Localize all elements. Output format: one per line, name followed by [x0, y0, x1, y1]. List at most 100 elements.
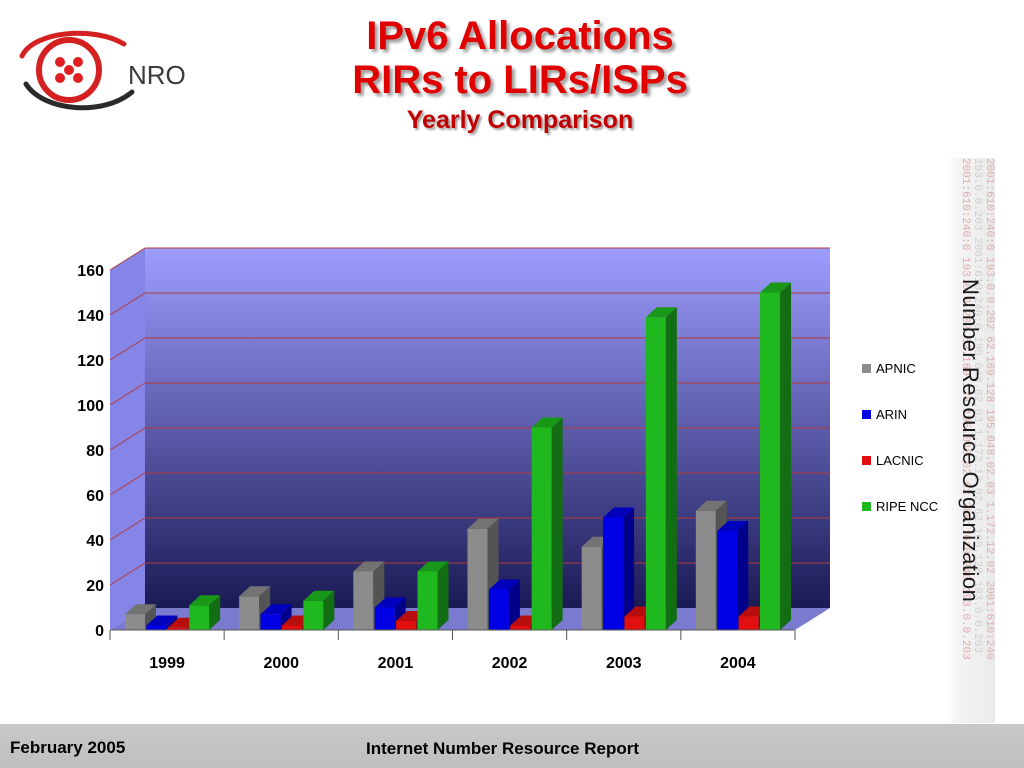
bar — [125, 604, 156, 630]
legend-swatch — [862, 410, 871, 419]
x-tick-label: 2002 — [492, 655, 528, 672]
bar-front — [467, 528, 488, 630]
bar — [603, 507, 635, 630]
x-tick-label: 2001 — [378, 655, 414, 672]
bar-front — [303, 600, 324, 630]
bar — [417, 561, 449, 630]
gridline-side — [109, 427, 146, 451]
bar-front — [645, 317, 666, 630]
bar-top — [717, 521, 749, 531]
legend-item: ARIN — [862, 407, 907, 422]
page-subtitle: Yearly Comparison — [406, 106, 634, 134]
bar-front — [374, 607, 395, 630]
bar-top — [645, 307, 677, 318]
footer-bar: February 2005 Internet Number Resource R… — [0, 724, 1024, 768]
legend-swatch — [862, 364, 871, 373]
bar-front — [603, 517, 624, 630]
bar-side — [323, 590, 335, 630]
bar-front — [760, 292, 780, 630]
bar — [488, 579, 520, 630]
gridline-side — [109, 292, 146, 316]
legend-item: LACNIC — [862, 453, 924, 468]
legend-item: APNIC — [862, 361, 916, 376]
gridline-side — [109, 517, 146, 541]
bar-side — [209, 595, 221, 630]
y-axis-ticks: 0 20 40 60 80 100 120 140 160 — [77, 263, 104, 640]
page-title-line2: RIRs to LIRs/ISPs — [352, 58, 688, 102]
bar-front — [695, 510, 716, 630]
gridline-side — [109, 382, 146, 406]
bar-front — [717, 531, 738, 630]
y-tick-label: 100 — [77, 398, 104, 415]
x-axis-ticks: 1999 2000 2001 2002 2003 2004 — [109, 630, 796, 672]
bar-front — [417, 571, 438, 630]
bar-front — [260, 614, 281, 630]
bar — [531, 417, 563, 630]
bar-front — [581, 546, 602, 630]
bar-side — [280, 604, 292, 630]
bar-front — [189, 605, 210, 630]
bar-front — [281, 625, 302, 630]
bar-front — [624, 616, 645, 630]
bar-top — [303, 590, 335, 601]
gridlines — [109, 247, 830, 586]
bar-front — [531, 427, 552, 630]
bar — [260, 604, 292, 630]
legend-label: LACNIC — [876, 453, 924, 468]
bar-top — [260, 604, 292, 615]
x-tick-label: 2003 — [606, 655, 642, 672]
bars — [125, 282, 791, 630]
y-tick-label: 160 — [77, 263, 104, 280]
logo-text: NRO — [128, 60, 186, 90]
bar-top — [417, 561, 449, 572]
x-tick-label: 2004 — [720, 655, 756, 672]
legend-label: APNIC — [876, 361, 916, 376]
bar-front — [353, 571, 374, 630]
bar-top — [695, 500, 727, 511]
bar-side — [551, 417, 563, 630]
bar-front — [396, 621, 417, 630]
x-tick-label: 1999 — [149, 655, 185, 672]
gridline-side — [109, 472, 146, 496]
bar-front — [510, 625, 531, 630]
bar-side — [145, 604, 156, 630]
y-tick-label: 60 — [86, 488, 104, 505]
legend-label: ARIN — [876, 407, 907, 422]
bar — [760, 282, 791, 630]
footer-date: February 2005 — [10, 738, 126, 757]
bar-front — [125, 614, 145, 630]
nro-logo-emblem: NRO — [19, 30, 186, 111]
legend-swatch — [862, 456, 871, 465]
bar-side — [508, 579, 520, 630]
bar — [189, 595, 221, 630]
footer-title: Internet Number Resource Report — [366, 739, 639, 758]
bar-side — [665, 307, 677, 630]
gridline-side — [109, 337, 146, 361]
bar-top — [374, 597, 406, 608]
bar-top — [531, 417, 563, 428]
org-name-text: Number Resource Organization — [958, 278, 983, 603]
title-block: IPv6 Allocations RIRs to LIRs/ISPs Yearl… — [210, 14, 830, 134]
gridline-side — [109, 247, 146, 271]
x-tick-label: 2000 — [263, 655, 299, 672]
bar-side — [780, 282, 791, 630]
legend-item: RIPE NCC — [862, 499, 938, 514]
bar — [717, 521, 749, 630]
gridline-side — [109, 562, 146, 586]
y-tick-label: 40 — [86, 533, 104, 550]
bar-top — [603, 507, 635, 518]
bar-top — [467, 518, 499, 529]
bar-top — [760, 282, 791, 293]
bar-top — [146, 615, 178, 626]
nro-logo: NRO — [14, 26, 204, 116]
bar-side — [166, 615, 178, 630]
org-name-vertical: Number Resource Organization — [945, 158, 995, 723]
bar-front — [738, 616, 759, 630]
bar-top — [353, 561, 385, 572]
legend-label: RIPE NCC — [876, 499, 938, 514]
bar-side — [623, 507, 635, 630]
bar — [146, 615, 178, 630]
bar — [303, 590, 335, 630]
y-tick-label: 0 — [95, 623, 104, 640]
